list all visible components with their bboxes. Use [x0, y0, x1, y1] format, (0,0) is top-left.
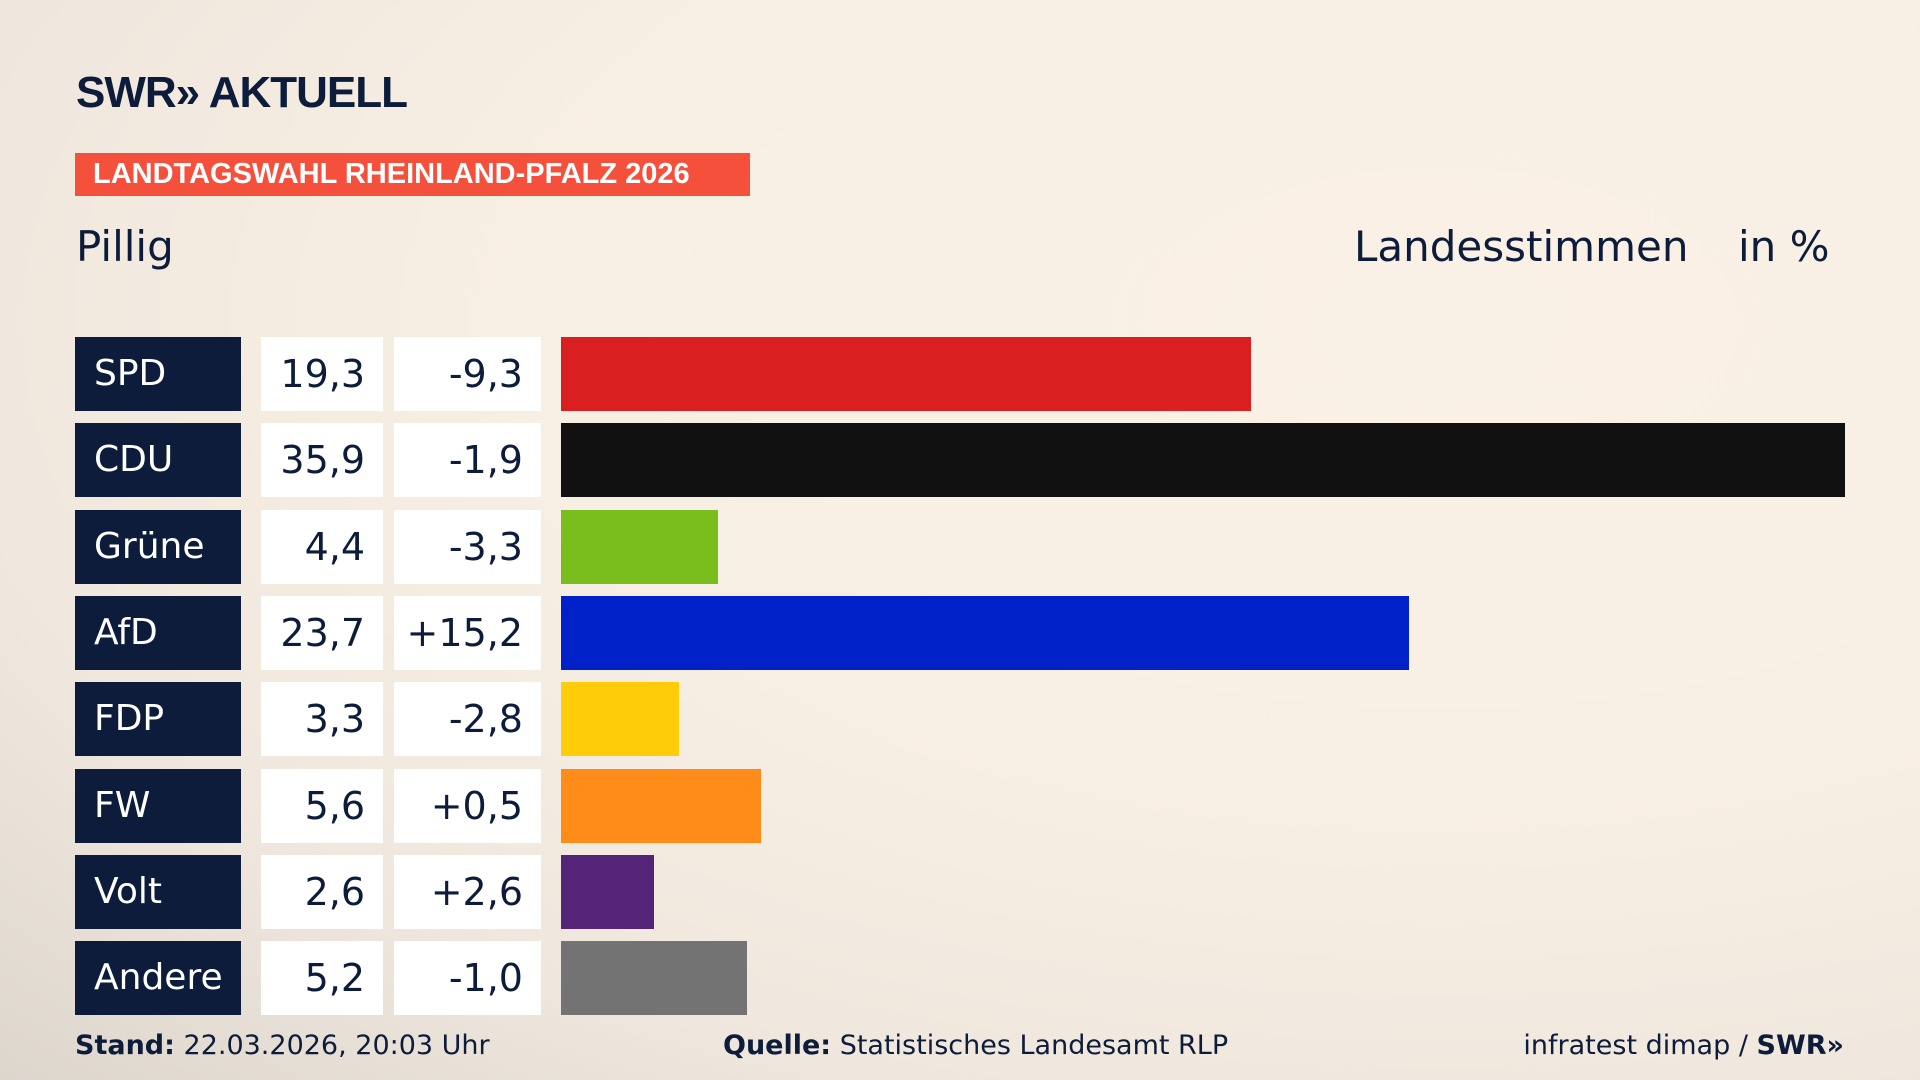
value-label: 5,2 [261, 941, 383, 1016]
credit-text: infratest dimap / [1523, 1030, 1748, 1061]
location-title: Pillig [76, 222, 174, 271]
swr-logo-small: SWR» [1756, 1030, 1844, 1061]
bar-fdp [561, 682, 680, 757]
bar-cdu [561, 423, 1845, 498]
value-label: 19,3 [261, 337, 383, 411]
stand-value: 22.03.2026, 20:03 Uhr [183, 1030, 490, 1061]
diff-label: -3,3 [394, 509, 541, 584]
value-label: 3,3 [261, 682, 383, 757]
value-label: 2,6 [261, 854, 383, 929]
diff-label: -2,8 [394, 682, 541, 757]
timestamp: Stand: 22.03.2026, 20:03 Uhr [75, 1030, 490, 1061]
party-label: AfD [75, 595, 241, 670]
swr-aktuell-logo: SWR» AKTUELL [76, 68, 408, 117]
party-label: Andere [75, 941, 241, 1016]
party-label: FW [75, 768, 241, 843]
diff-label: -1,9 [394, 423, 541, 498]
source-label: Quelle: [723, 1030, 832, 1061]
party-label: FDP [75, 682, 241, 757]
credit: infratest dimap / SWR» [1523, 1030, 1844, 1061]
bar-afd [561, 595, 1409, 670]
source: Quelle: Statistisches Landesamt RLP [723, 1030, 1228, 1061]
party-label: SPD [75, 337, 241, 411]
diff-label: +2,6 [394, 854, 541, 929]
party-label: Volt [75, 854, 241, 929]
unit-label: in % [1738, 222, 1830, 271]
value-label: 35,9 [261, 423, 383, 498]
party-label: Grüne [75, 509, 241, 584]
bar-andere [561, 941, 747, 1016]
diff-label: +15,2 [394, 595, 541, 670]
diff-label: -1,0 [394, 941, 541, 1016]
measure-label: Landesstimmen [1354, 222, 1689, 271]
election-banner: LANDTAGSWAHL RHEINLAND-PFALZ 2026 [75, 153, 750, 196]
bar-spd [561, 337, 1252, 411]
value-label: 23,7 [261, 595, 383, 670]
bar-volt [561, 854, 654, 929]
diff-label: +0,5 [394, 768, 541, 843]
source-value: Statistisches Landesamt RLP [839, 1030, 1229, 1061]
bar-fw [561, 768, 762, 843]
stand-label: Stand: [75, 1030, 175, 1061]
bar-grüne [561, 509, 719, 584]
value-label: 5,6 [261, 768, 383, 843]
party-label: CDU [75, 423, 241, 498]
diff-label: -9,3 [394, 337, 541, 411]
value-label: 4,4 [261, 509, 383, 584]
